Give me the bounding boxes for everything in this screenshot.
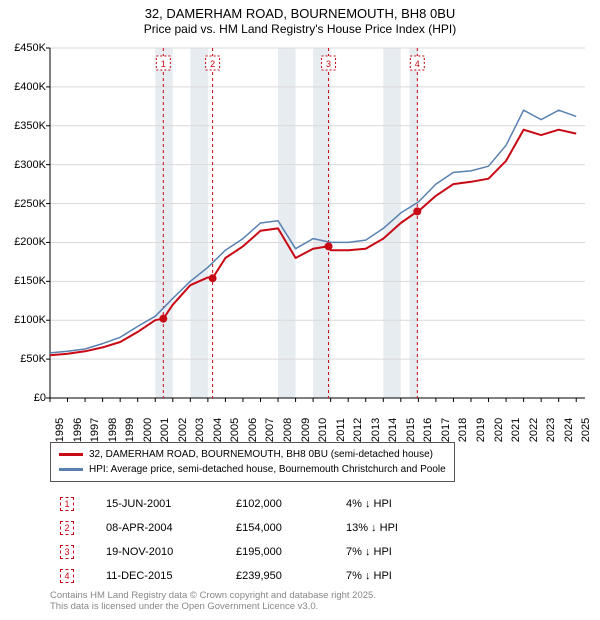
- sale-marker-box: 2: [60, 521, 74, 535]
- x-tick-label: 2000: [142, 418, 154, 442]
- x-axis-labels: 1995 1996 1997 1998 1999 2000 2001 2002 2003 2004…: [50, 400, 585, 440]
- x-tick-label: 2005: [229, 418, 241, 442]
- y-tick-label: £200K: [14, 236, 46, 248]
- title-line-1: 32, DAMERHAM ROAD, BOURNEMOUTH, BH8 0BU: [0, 6, 600, 22]
- legend-label-property: 32, DAMERHAM ROAD, BOURNEMOUTH, BH8 0BU …: [89, 447, 433, 462]
- sale-price: £195,000: [236, 546, 346, 558]
- x-tick-label: 2007: [264, 418, 276, 442]
- legend-swatch-hpi: [59, 468, 83, 471]
- x-tick-label: 2003: [194, 418, 206, 442]
- x-tick-label: 2023: [545, 418, 557, 442]
- x-tick-label: 2020: [493, 418, 505, 442]
- y-tick-label: £50K: [20, 353, 46, 365]
- y-tick-label: £350K: [14, 120, 46, 132]
- attribution: Contains HM Land Registry data © Crown c…: [50, 590, 376, 613]
- x-tick-label: 1996: [72, 418, 84, 442]
- x-tick-label: 2024: [563, 418, 575, 442]
- x-tick-label: 2002: [177, 418, 189, 442]
- sale-marker-box: 4: [60, 569, 74, 583]
- sale-diff: 7% ↓ HPI: [346, 570, 466, 582]
- sale-row: 1 15-JUN-2001£102,0004% ↓ HPI: [60, 492, 466, 516]
- x-tick-label: 1999: [124, 418, 136, 442]
- x-tick-label: 2013: [370, 418, 382, 442]
- sale-price: £154,000: [236, 522, 346, 534]
- sale-diff: 7% ↓ HPI: [346, 546, 466, 558]
- x-tick-label: 2012: [352, 418, 364, 442]
- x-tick-label: 1997: [89, 418, 101, 442]
- sale-row: 3 19-NOV-2010£195,0007% ↓ HPI: [60, 540, 466, 564]
- chart-svg: 1 2 3 4: [44, 46, 587, 404]
- svg-text:1: 1: [161, 59, 166, 69]
- legend-row-hpi: HPI: Average price, semi-detached house,…: [59, 462, 446, 477]
- svg-text:4: 4: [415, 59, 420, 69]
- attribution-line-2: This data is licensed under the Open Gov…: [50, 601, 376, 612]
- x-tick-label: 2019: [475, 418, 487, 442]
- sale-row: 4 11-DEC-2015£239,9507% ↓ HPI: [60, 564, 466, 588]
- svg-text:3: 3: [326, 59, 331, 69]
- sale-date: 11-DEC-2015: [106, 570, 236, 582]
- x-tick-label: 2001: [159, 418, 171, 442]
- sale-price: £102,000: [236, 498, 346, 510]
- x-tick-label: 2008: [282, 418, 294, 442]
- y-tick-label: £150K: [14, 275, 46, 287]
- sales-table: 1 15-JUN-2001£102,0004% ↓ HPI 2 08-APR-2004…: [60, 492, 466, 588]
- legend-label-hpi: HPI: Average price, semi-detached house,…: [89, 462, 446, 477]
- attribution-line-1: Contains HM Land Registry data © Crown c…: [50, 590, 376, 601]
- sale-date: 15-JUN-2001: [106, 498, 236, 510]
- x-tick-label: 2025: [580, 418, 592, 442]
- y-tick-label: £300K: [14, 159, 46, 171]
- y-tick-label: £400K: [14, 81, 46, 93]
- chart-plot-area: 1 2 3 4: [50, 48, 585, 398]
- x-tick-label: 2004: [212, 418, 224, 442]
- y-tick-label: £100K: [14, 314, 46, 326]
- x-tick-label: 2011: [335, 418, 347, 442]
- title-block: 32, DAMERHAM ROAD, BOURNEMOUTH, BH8 0BU …: [0, 0, 600, 37]
- chart-container: 32, DAMERHAM ROAD, BOURNEMOUTH, BH8 0BU …: [0, 0, 600, 620]
- sale-marker-box: 3: [60, 545, 74, 559]
- x-tick-label: 2015: [405, 418, 417, 442]
- x-tick-label: 2016: [422, 418, 434, 442]
- x-tick-label: 2022: [528, 418, 540, 442]
- sale-price: £239,950: [236, 570, 346, 582]
- x-tick-label: 1998: [107, 418, 119, 442]
- title-line-2: Price paid vs. HM Land Registry's House …: [0, 22, 600, 37]
- y-tick-label: £250K: [14, 198, 46, 210]
- svg-text:2: 2: [210, 59, 215, 69]
- x-tick-label: 2021: [510, 418, 522, 442]
- x-tick-label: 2017: [440, 418, 452, 442]
- x-tick-label: 2010: [317, 418, 329, 442]
- x-tick-label: 2006: [247, 418, 259, 442]
- sale-date: 19-NOV-2010: [106, 546, 236, 558]
- y-tick-label: £450K: [14, 42, 46, 54]
- sale-marker-box: 1: [60, 497, 74, 511]
- x-tick-label: 2009: [300, 418, 312, 442]
- sale-row: 2 08-APR-2004£154,00013% ↓ HPI: [60, 516, 466, 540]
- legend-swatch-property: [59, 453, 83, 456]
- y-axis-labels: £0£50K£100K£150K£200K£250K£300K£350K£400…: [0, 48, 48, 398]
- x-tick-label: 1995: [54, 418, 66, 442]
- x-tick-label: 2018: [457, 418, 469, 442]
- x-tick-label: 2014: [387, 418, 399, 442]
- sale-diff: 4% ↓ HPI: [346, 498, 466, 510]
- legend-row-property: 32, DAMERHAM ROAD, BOURNEMOUTH, BH8 0BU …: [59, 447, 446, 462]
- legend: 32, DAMERHAM ROAD, BOURNEMOUTH, BH8 0BU …: [50, 442, 455, 482]
- sale-diff: 13% ↓ HPI: [346, 522, 466, 534]
- sale-date: 08-APR-2004: [106, 522, 236, 534]
